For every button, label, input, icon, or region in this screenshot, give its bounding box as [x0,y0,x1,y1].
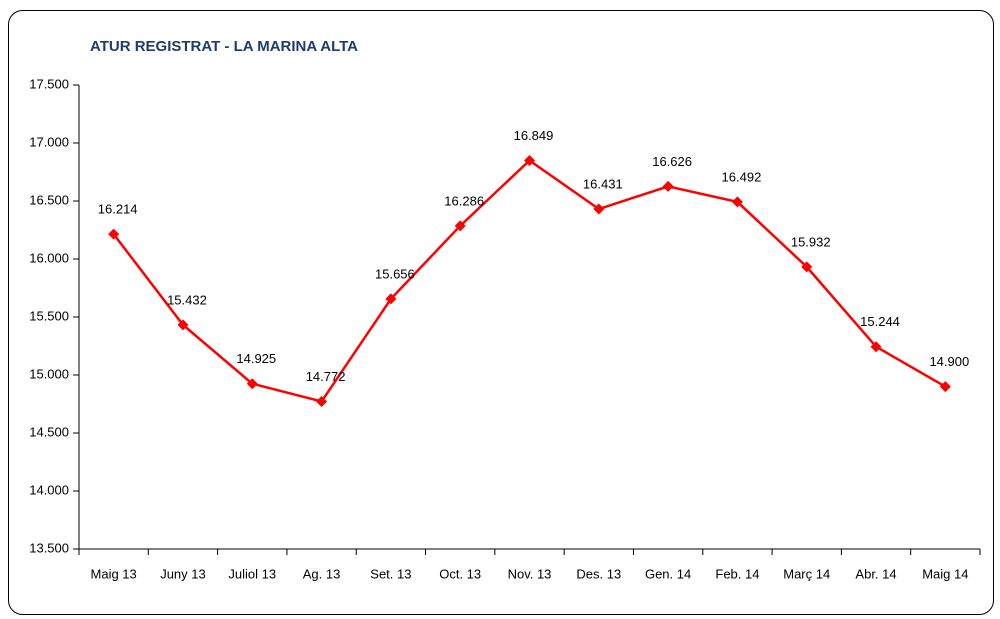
x-tick-label: Feb. 14 [715,566,759,581]
data-label: 16.431 [583,176,623,191]
data-point [108,228,120,240]
x-tick-label: Juny 13 [160,566,206,581]
data-label: 16.214 [98,202,138,217]
data-point [385,293,397,305]
y-tick-label: 13.500 [29,540,69,555]
data-point [454,220,466,232]
data-point [593,203,605,215]
data-point [731,196,743,208]
chart-title: ATUR REGISTRAT - LA MARINA ALTA [90,38,358,55]
x-tick-label: Maig 14 [922,566,968,581]
x-tick-label: Març 14 [783,566,830,581]
x-tick-label: Oct. 13 [439,566,481,581]
data-point [246,378,258,390]
data-point [524,155,535,167]
x-tick-label: Ag. 13 [303,566,341,581]
data-label: 16.286 [444,193,484,208]
x-tick-label: Set. 13 [370,566,411,581]
x-tick-label: Juliol 13 [228,566,276,581]
data-point [939,381,951,393]
x-tick-label: Maig 13 [91,566,137,581]
x-tick-label: Nov. 13 [508,566,552,581]
y-tick-label: 14.500 [29,424,69,439]
x-tick-label: Gen. 14 [645,566,691,581]
y-tick-label: 17.000 [29,134,69,149]
data-label: 16.849 [514,128,554,143]
data-point [316,395,328,407]
data-point [662,180,674,192]
data-label: 14.900 [929,354,969,369]
data-label: 15.244 [860,314,900,329]
x-tick-label: Des. 13 [576,566,621,581]
y-tick-label: 17.500 [29,76,69,91]
y-tick-label: 16.500 [29,192,69,207]
data-point [177,319,189,331]
data-point [870,341,882,353]
data-point [801,261,813,273]
data-label: 16.492 [722,169,762,184]
data-label: 14.925 [236,351,276,366]
y-tick-label: 15.000 [29,366,69,381]
data-label: 16.626 [652,154,692,169]
y-tick-label: 16.000 [29,250,69,265]
data-label: 15.432 [167,292,207,307]
x-tick-label: Abr. 14 [855,566,896,581]
data-label: 15.656 [375,266,415,281]
data-label: 14.772 [306,369,346,384]
data-label: 15.932 [791,234,831,249]
chart-frame [8,10,994,615]
y-tick-label: 14.000 [29,482,69,497]
y-tick-label: 15.500 [29,308,69,323]
